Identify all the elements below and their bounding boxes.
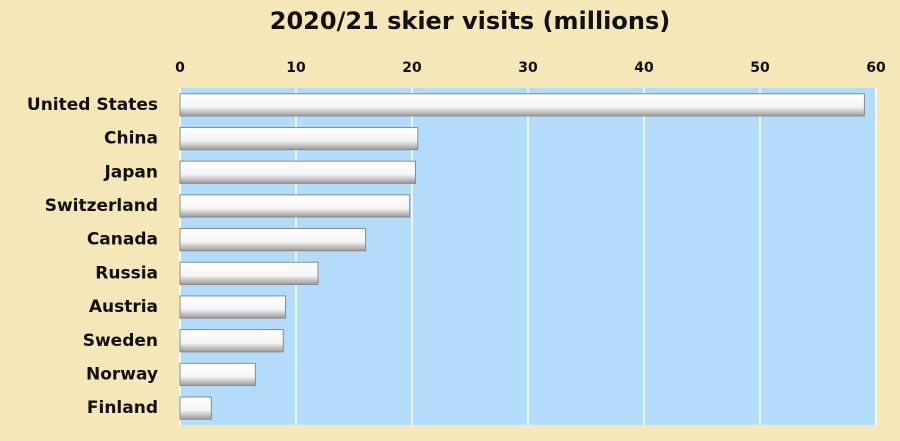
- bar: [179, 396, 212, 420]
- y-tick-label: Switzerland: [45, 196, 158, 216]
- bar: [179, 194, 411, 218]
- x-tick-label: 40: [634, 60, 654, 76]
- y-tick-label: Japan: [103, 162, 158, 182]
- x-tick-label: 20: [402, 60, 422, 76]
- bar: [179, 93, 865, 117]
- y-tick-label: Norway: [86, 364, 158, 384]
- x-tick-label: 30: [518, 60, 538, 76]
- bar: [179, 160, 416, 184]
- y-tick-label: Sweden: [83, 331, 158, 351]
- x-tick-label: 60: [866, 60, 886, 76]
- x-tick-label: 10: [286, 60, 306, 76]
- bar: [179, 261, 319, 285]
- y-tick-label: United States: [27, 95, 158, 115]
- bar: [179, 362, 256, 387]
- y-tick-label: Canada: [87, 230, 158, 250]
- bar: [179, 295, 287, 319]
- chart-title: 2020/21 skier visits (millions): [270, 7, 670, 35]
- bar: [179, 228, 367, 252]
- y-tick-label: Finland: [87, 398, 158, 418]
- y-tick-label: China: [104, 129, 158, 149]
- bar: [179, 329, 284, 353]
- y-tick-label: Russia: [95, 263, 158, 283]
- bar: [179, 126, 419, 151]
- x-tick-label: 50: [750, 60, 770, 76]
- x-tick-label: 0: [175, 60, 185, 76]
- y-tick-label: Austria: [89, 297, 158, 317]
